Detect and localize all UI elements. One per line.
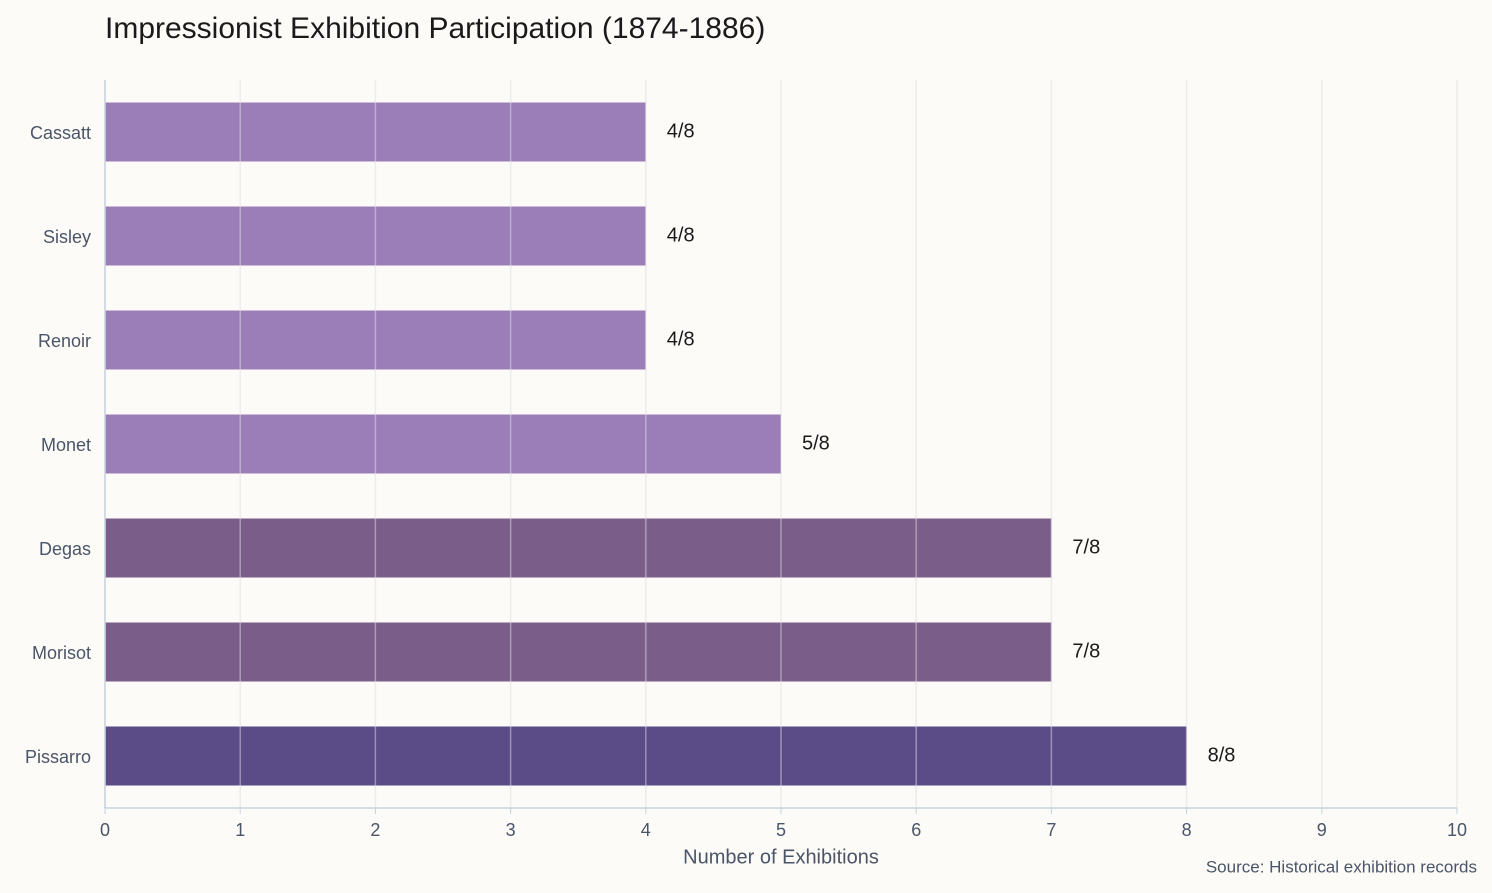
x-tick-label: 5 [776, 820, 786, 840]
bar [105, 622, 1052, 682]
y-tick-label: Monet [41, 435, 91, 455]
x-tick-label: 3 [506, 820, 516, 840]
x-tick-label: 8 [1182, 820, 1192, 840]
value-label: 4/8 [667, 120, 695, 142]
value-label: 5/8 [802, 432, 830, 454]
y-tick-label: Cassatt [30, 123, 91, 143]
x-tick-label: 6 [911, 820, 921, 840]
x-tick-label: 4 [641, 820, 651, 840]
x-tick-label: 0 [100, 820, 110, 840]
y-tick-label: Degas [39, 539, 91, 559]
bar [105, 518, 1052, 578]
value-label: 7/8 [1072, 536, 1100, 558]
y-tick-label: Pissarro [25, 747, 91, 767]
y-tick-label: Morisot [32, 643, 91, 663]
source-note: Source: Historical exhibition records [1206, 857, 1477, 876]
y-tick-label: Renoir [38, 331, 91, 351]
chart-title: Impressionist Exhibition Participation (… [105, 12, 765, 45]
x-tick-label: 10 [1447, 820, 1467, 840]
value-label: 7/8 [1072, 640, 1100, 662]
value-label: 8/8 [1208, 744, 1236, 766]
value-label: 4/8 [667, 224, 695, 246]
x-tick-label: 1 [235, 820, 245, 840]
x-tick-label: 2 [370, 820, 380, 840]
x-tick-label: 7 [1046, 820, 1056, 840]
y-tick-label: Sisley [43, 227, 91, 247]
x-tick-label: 9 [1317, 820, 1327, 840]
x-axis-title: Number of Exhibitions [683, 846, 879, 868]
value-label: 4/8 [667, 328, 695, 350]
bar [105, 414, 781, 474]
